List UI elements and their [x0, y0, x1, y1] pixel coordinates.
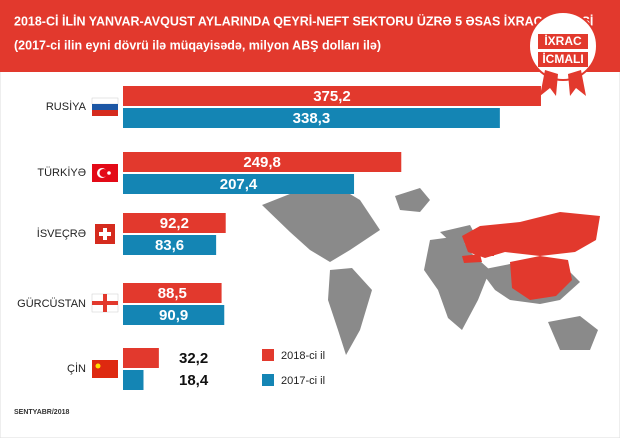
header-band — [0, 0, 620, 72]
flag-russia — [91, 97, 119, 116]
bar — [123, 235, 217, 255]
chart-title: 2018-Cİ İLİN YANVAR-AVQUST AYLARINDA QEY… — [14, 13, 593, 28]
value-label: 83,6 — [155, 237, 184, 254]
legend-swatch — [262, 374, 274, 386]
value-label: 249,8 — [243, 154, 281, 171]
value-label: 90,9 — [159, 307, 188, 324]
value-label: 18,4 — [179, 372, 209, 389]
bar — [123, 370, 144, 390]
bar — [123, 305, 225, 325]
map-georgia — [486, 250, 494, 256]
legend-label: 2018-ci il — [281, 350, 325, 362]
flag-georgia — [91, 293, 119, 313]
chart-subtitle: (2017-ci ilin eyni dövrü ilə müqayisədə,… — [14, 38, 381, 52]
value-label: 375,2 — [313, 88, 351, 105]
flag-turkey — [92, 164, 118, 182]
map-china — [510, 256, 572, 300]
value-label: 92,2 — [160, 215, 189, 232]
badge-text: İXRAC — [544, 33, 582, 48]
category-label: İSVEÇRƏ — [37, 227, 86, 240]
value-label: 207,4 — [220, 176, 258, 193]
value-label: 32,2 — [179, 350, 208, 367]
footer: SENTYABR/2018 — [14, 409, 69, 416]
map-russia — [462, 212, 600, 258]
bar — [123, 152, 402, 172]
flag-china — [92, 360, 118, 378]
bar — [123, 283, 222, 303]
category-label: GÜRCÜSTAN — [17, 298, 86, 310]
bar — [123, 348, 159, 368]
badge-text: İCMALI — [542, 51, 583, 66]
value-label: 88,5 — [158, 285, 187, 302]
category-label: ÇİN — [67, 362, 86, 375]
bar — [123, 86, 541, 106]
legend-swatch — [262, 349, 274, 361]
category-label: RUSİYA — [46, 100, 87, 113]
bar — [123, 213, 226, 233]
value-label: 338,3 — [293, 110, 331, 127]
bar — [123, 108, 500, 128]
bar — [123, 174, 355, 194]
legend-label: 2017-ci il — [281, 375, 325, 387]
map-turkey — [462, 254, 482, 263]
badge: İXRAC İCMALI — [528, 11, 598, 96]
flag-switzerland — [95, 224, 115, 244]
category-label: TÜRKİYƏ — [37, 166, 86, 179]
